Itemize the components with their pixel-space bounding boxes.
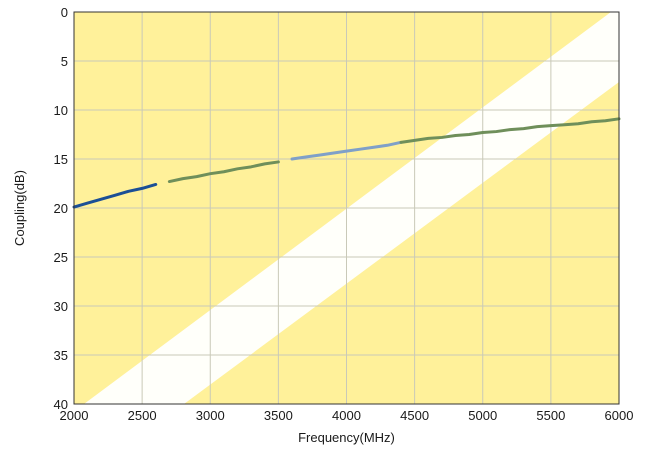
y-tick-label: 25	[54, 250, 68, 265]
x-tick-label: 2000	[60, 408, 89, 423]
x-axis-title: Frequency(MHz)	[298, 430, 395, 445]
y-tick-label: 15	[54, 152, 68, 167]
x-tick-labels: 2000 2500 3000 3500 4000 4500 5000 5500 6000	[60, 408, 634, 423]
watermark-band	[84, 6, 619, 404]
x-tick-label: 4000	[332, 408, 361, 423]
y-tick-label: 10	[54, 103, 68, 118]
y-axis-title: Coupling(dB)	[12, 170, 27, 246]
y-tick-labels: 0 5 10 15 20 25 30 35 40	[54, 5, 68, 412]
x-tick-label: 4500	[400, 408, 429, 423]
y-tick-label: 20	[54, 201, 68, 216]
x-tick-label: 5000	[468, 408, 497, 423]
y-tick-label: 35	[54, 348, 68, 363]
y-tick-label: 5	[61, 54, 68, 69]
y-tick-label: 30	[54, 299, 68, 314]
series-line-segment	[72, 182, 158, 209]
series-line-group	[72, 117, 621, 209]
x-tick-label: 3500	[264, 408, 293, 423]
x-tick-label: 5500	[536, 408, 565, 423]
series-line-segment	[167, 160, 280, 184]
y-tick-label: 40	[54, 397, 68, 412]
series-line-segment	[290, 140, 403, 161]
watermark-layer	[0, 0, 619, 453]
x-tick-label: 2500	[128, 408, 157, 423]
x-tick-label: 6000	[605, 408, 634, 423]
x-tick-label: 3000	[196, 408, 225, 423]
plot-frame	[73, 11, 620, 405]
series-line-segment	[399, 117, 621, 144]
y-tick-label: 0	[61, 5, 68, 20]
